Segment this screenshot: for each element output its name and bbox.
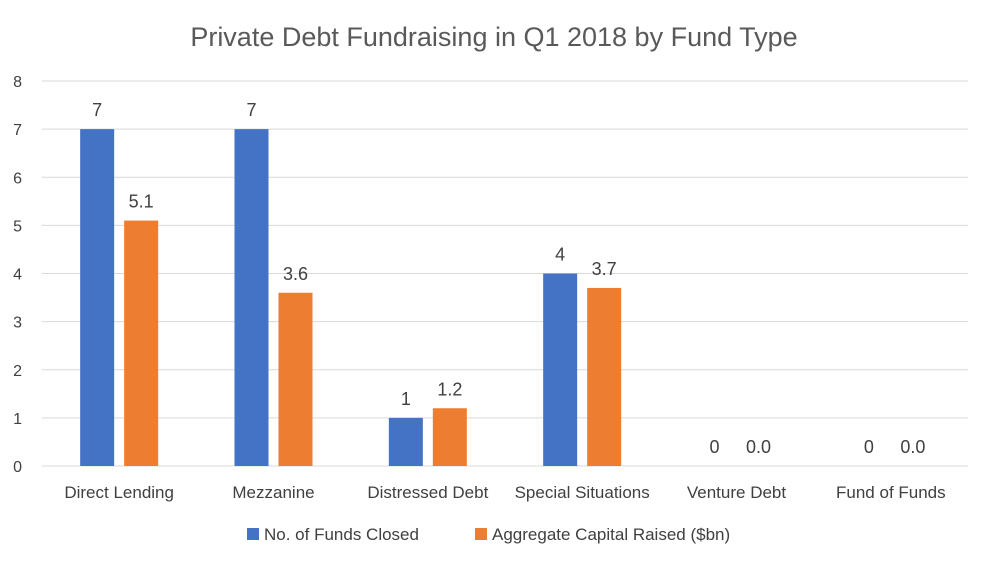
- data-label: 1.2: [437, 379, 462, 399]
- y-tick-label: 5: [13, 218, 22, 235]
- x-tick-label: Venture Debt: [687, 483, 787, 502]
- data-label: 7: [246, 100, 256, 120]
- bar: [587, 287, 622, 466]
- gridlines: [42, 80, 968, 467]
- bar: [80, 129, 115, 466]
- bar: [432, 408, 467, 466]
- bar: [278, 292, 313, 466]
- y-tick-label: 0: [13, 459, 22, 476]
- y-tick-label: 7: [13, 122, 22, 139]
- bar: [234, 129, 269, 466]
- data-label: 3.7: [592, 259, 617, 279]
- y-tick-label: 1: [13, 411, 22, 428]
- legend-label: No. of Funds Closed: [264, 525, 419, 544]
- bar: [543, 273, 578, 466]
- x-tick-label: Special Situations: [515, 483, 650, 502]
- data-label: 5.1: [129, 192, 154, 212]
- x-tick-label: Distressed Debt: [367, 483, 488, 502]
- y-tick-label: 2: [13, 363, 22, 380]
- x-tick-label: Mezzanine: [232, 483, 314, 502]
- data-labels: 7 7 1 4 0 0 5.1 3.6 1.2 3.7 0.0 0.0: [92, 100, 925, 457]
- bar: [124, 220, 159, 466]
- data-label: 0.0: [900, 437, 925, 457]
- data-label: 1: [401, 389, 411, 409]
- data-label: 7: [92, 100, 102, 120]
- legend-label: Aggregate Capital Raised ($bn): [492, 525, 730, 544]
- data-label: 0: [709, 437, 719, 457]
- data-label: 0: [864, 437, 874, 457]
- y-axis-ticks: 0 1 2 3 4 5 6 7 8: [13, 74, 22, 476]
- y-tick-label: 8: [13, 74, 22, 91]
- bar: [388, 417, 423, 466]
- x-tick-label: Fund of Funds: [836, 483, 946, 502]
- y-tick-label: 4: [13, 267, 22, 284]
- legend-swatch: [475, 528, 487, 540]
- x-axis-ticks: Direct Lending Mezzanine Distressed Debt Sp…: [64, 483, 945, 502]
- y-tick-label: 3: [13, 315, 22, 332]
- data-label: 0.0: [746, 437, 771, 457]
- y-tick-label: 6: [13, 170, 22, 187]
- chart-title: Private Debt Fundraising in Q1 2018 by F…: [190, 22, 797, 52]
- legend: No. of Funds Closed Aggregate Capital Rai…: [247, 525, 730, 544]
- bars: [80, 129, 622, 466]
- x-tick-label: Direct Lending: [64, 483, 174, 502]
- legend-swatch: [247, 528, 259, 540]
- data-label: 4: [555, 245, 565, 265]
- data-label: 3.6: [283, 264, 308, 284]
